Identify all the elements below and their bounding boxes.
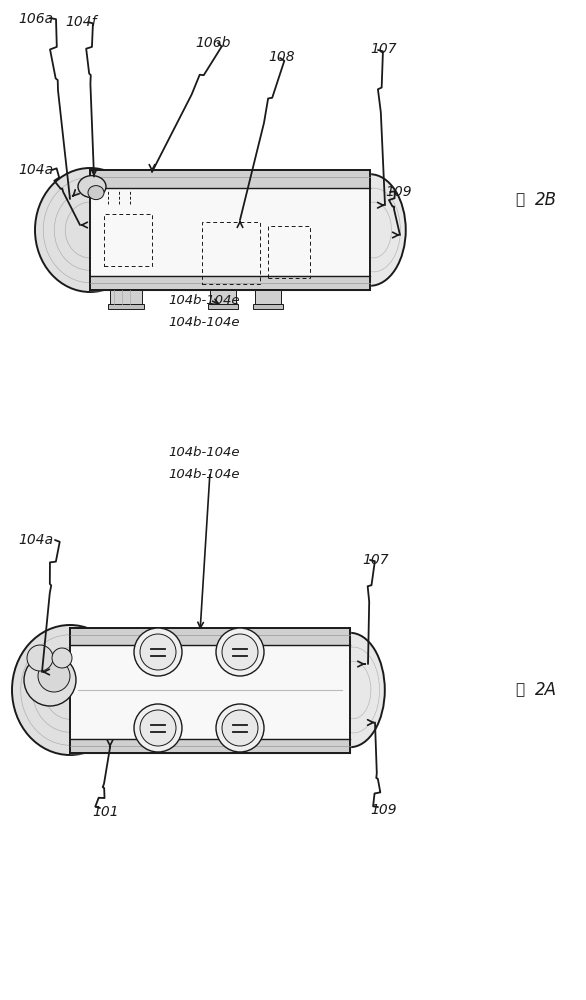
Bar [202, 222, 260, 284]
Bar [70, 628, 350, 752]
Circle shape [24, 654, 76, 706]
Circle shape [134, 704, 182, 752]
Bar [253, 304, 283, 309]
Ellipse shape [35, 168, 145, 292]
Circle shape [140, 710, 176, 746]
Text: 图: 图 [515, 192, 524, 208]
Ellipse shape [78, 176, 106, 198]
Text: 106b: 106b [195, 36, 230, 50]
Circle shape [216, 628, 264, 676]
Text: 109: 109 [370, 803, 397, 817]
Bar [110, 290, 142, 304]
Ellipse shape [88, 186, 104, 200]
Text: 104f: 104f [65, 15, 97, 29]
Text: 104a: 104a [18, 163, 53, 177]
Circle shape [222, 710, 258, 746]
Bar [210, 290, 236, 304]
Ellipse shape [334, 174, 406, 286]
Text: 101: 101 [92, 805, 118, 819]
Circle shape [52, 648, 72, 668]
Circle shape [222, 634, 258, 670]
Bar [108, 304, 144, 309]
Bar [104, 214, 152, 266]
Bar [90, 170, 370, 290]
Text: 104a: 104a [18, 533, 53, 547]
Text: 2A: 2A [535, 681, 557, 699]
Text: 107: 107 [362, 553, 389, 567]
Text: 2B: 2B [535, 191, 557, 209]
Text: 图: 图 [515, 682, 524, 698]
Ellipse shape [315, 633, 385, 747]
Text: 104b-104e: 104b-104e [168, 446, 240, 458]
Circle shape [27, 645, 53, 671]
Ellipse shape [12, 625, 128, 755]
Circle shape [216, 704, 264, 752]
Circle shape [38, 660, 70, 692]
Bar [268, 226, 310, 278]
Circle shape [140, 634, 176, 670]
Text: 107: 107 [370, 42, 397, 56]
Circle shape [134, 628, 182, 676]
Text: 109: 109 [385, 185, 411, 199]
Text: 104b-104e: 104b-104e [168, 316, 240, 328]
Bar [255, 290, 281, 304]
Text: 104b-104e: 104b-104e [168, 294, 240, 306]
Bar [208, 304, 238, 309]
Text: 106a: 106a [18, 12, 53, 26]
Text: 104b-104e: 104b-104e [168, 468, 240, 482]
Text: 108: 108 [268, 50, 295, 64]
